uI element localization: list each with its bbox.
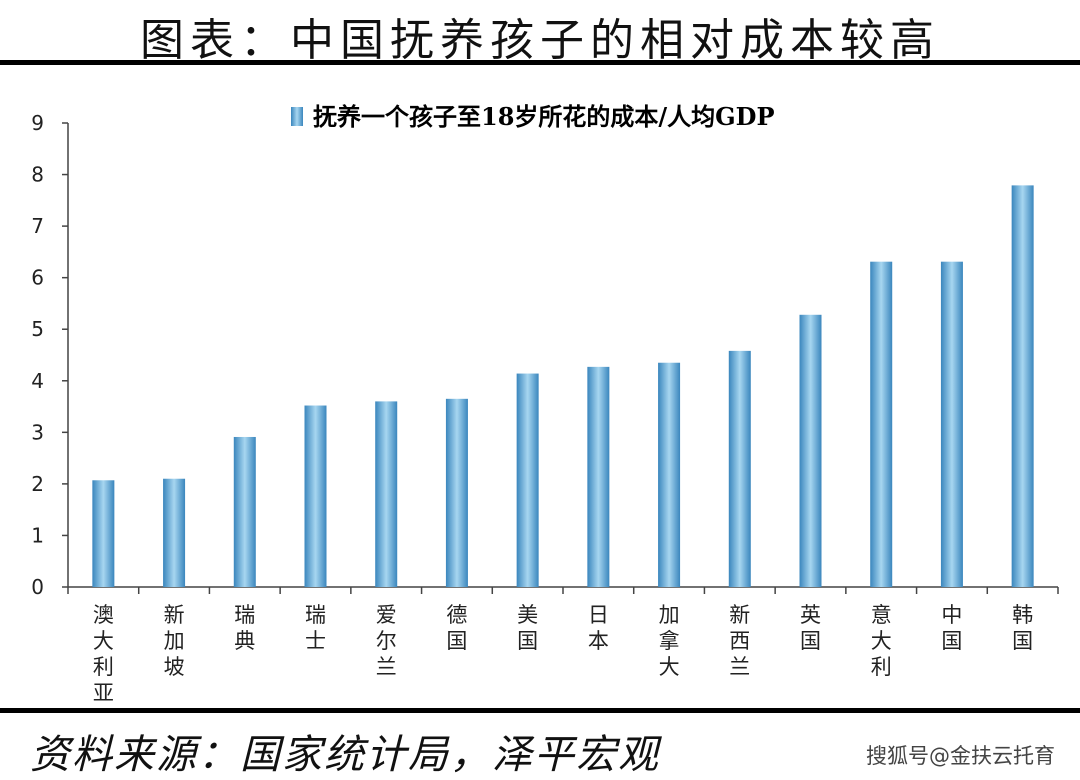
category-label: 新西兰 xyxy=(729,603,750,679)
bar xyxy=(870,261,893,587)
top-divider xyxy=(0,60,1080,65)
y-tick-label: 4 xyxy=(31,369,44,393)
bar xyxy=(658,362,681,587)
y-tick-label: 6 xyxy=(31,266,44,290)
bar xyxy=(304,405,327,587)
legend-label: 抚养一个孩子至18岁所花的成本/人均GDP xyxy=(313,102,775,131)
category-label: 德国 xyxy=(446,603,467,653)
bar-chart: 抚养一个孩子至18岁所花的成本/人均GDP 0 1 2 3 4 5 6 7 8 9 澳大利亚 新加坡… xyxy=(31,102,1059,705)
bar xyxy=(1011,185,1034,587)
bar xyxy=(445,398,468,587)
page-title: 图表：中国抚养孩子的相对成本较高 xyxy=(140,15,940,66)
category-label: 韩国 xyxy=(1012,603,1033,653)
legend-swatch xyxy=(291,107,303,126)
bar xyxy=(92,480,115,587)
y-tick-label: 9 xyxy=(31,111,44,135)
y-tick-label: 5 xyxy=(31,317,44,341)
category-label: 澳大利亚 xyxy=(93,603,114,705)
bottom-divider xyxy=(0,708,1080,713)
category-label: 瑞士 xyxy=(305,603,326,653)
bar xyxy=(163,478,186,587)
watermark: 搜狐号@金扶云托育 xyxy=(866,744,1055,768)
category-label: 爱尔兰 xyxy=(376,603,397,679)
category-label: 瑞典 xyxy=(234,603,255,653)
category-label: 英国 xyxy=(800,603,821,653)
category-label: 美国 xyxy=(517,603,538,653)
source-note: 资料来源：国家统计局，泽平宏观 xyxy=(30,732,660,778)
bar xyxy=(516,373,539,587)
category-label: 加拿大 xyxy=(659,603,680,679)
y-tick-label: 8 xyxy=(31,163,44,187)
bar xyxy=(375,401,398,587)
y-tick-label: 3 xyxy=(31,420,44,444)
bar xyxy=(587,366,610,587)
bar xyxy=(940,261,963,587)
category-label: 新加坡 xyxy=(164,603,185,679)
y-tick-label: 0 xyxy=(31,575,44,599)
chart-legend: 抚养一个孩子至18岁所花的成本/人均GDP xyxy=(291,102,775,131)
bar xyxy=(233,436,256,587)
category-label: 中国 xyxy=(941,603,962,653)
category-label: 日本 xyxy=(588,603,609,653)
y-tick-label: 7 xyxy=(31,214,44,238)
y-tick-label: 1 xyxy=(31,523,44,547)
bar xyxy=(799,314,822,587)
y-tick-label: 2 xyxy=(31,472,44,496)
bar xyxy=(728,350,751,587)
category-label: 意大利 xyxy=(871,603,892,679)
